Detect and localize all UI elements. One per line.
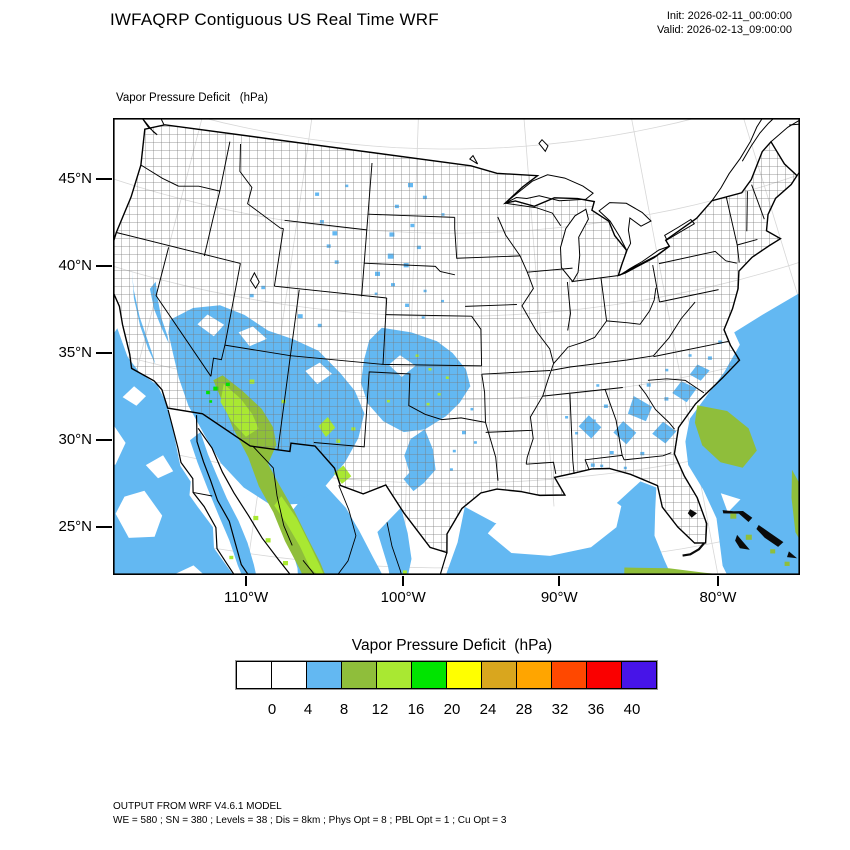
colorbar-cell-8 (516, 661, 552, 689)
model-info-line2: WE = 580 ; SN = 380 ; Levels = 38 ; Dis … (113, 814, 507, 826)
lon-tick (716, 576, 719, 586)
colorbar-tick-label: 36 (587, 701, 605, 718)
lat-tick-label: 40°N (58, 257, 92, 275)
lon-tick-label: 100°W (380, 589, 426, 606)
colorbar-title: Vapor Pressure Deficit (hPa) (351, 637, 553, 654)
page-title: IWFAQRP Contiguous US Real Time WRF (110, 10, 439, 29)
colorbar-tick-label: 32 (551, 701, 569, 718)
lon-tick-label: 90°W (540, 589, 578, 606)
colorbar-tick-label: 0 (267, 701, 277, 718)
lat-tick-label: 30°N (58, 430, 92, 448)
map-canvas (113, 118, 800, 575)
lon-tick (402, 576, 405, 586)
lat-tick-label: 35°N (58, 343, 92, 361)
colorbar-tick-label: 4 (303, 701, 313, 718)
lon-tick-label: 80°W (699, 589, 737, 606)
lat-tick (96, 351, 112, 354)
conus-map (113, 118, 800, 575)
lat-tick-label: 45°N (58, 169, 92, 187)
colorbar-tick-label: 8 (339, 701, 349, 718)
lon-tick (245, 576, 248, 586)
lat-tick (96, 265, 112, 268)
colorbar-cell-6 (446, 661, 482, 689)
run-times: Init: 2026-02-11_00:00:00 Valid: 2026-02… (657, 9, 792, 37)
colorbar-tick-label: 12 (371, 701, 389, 718)
colorbar-cell-3 (341, 661, 377, 689)
init-time: Init: 2026-02-11_00:00:00 (666, 10, 792, 22)
model-info: OUTPUT FROM WRF V4.6.1 MODEL WE = 580 ; … (113, 800, 506, 827)
colorbar-tick-label: 20 (443, 701, 461, 718)
colorbar-cell-2 (306, 661, 342, 689)
valid-time: Valid: 2026-02-13_09:00:00 (657, 24, 792, 36)
colorbar-tick-label: 40 (623, 701, 641, 718)
colorbar-cell-5 (411, 661, 447, 689)
model-info-line1: OUTPUT FROM WRF V4.6.1 MODEL (113, 801, 282, 812)
colorbar (235, 660, 658, 690)
lat-tick-label: 25°N (58, 518, 92, 536)
lon-tick (558, 576, 561, 586)
colorbar-cell-9 (551, 661, 587, 689)
colorbar-cell-4 (376, 661, 412, 689)
colorbar-tick-label: 28 (515, 701, 533, 718)
colorbar-cell-10 (586, 661, 622, 689)
lat-tick (96, 177, 112, 180)
colorbar-cell-7 (481, 661, 517, 689)
colorbar-tick-label: 16 (407, 701, 425, 718)
map-variable-label: Vapor Pressure Deficit (hPa) (116, 92, 268, 104)
colorbar-cell-11 (621, 661, 657, 689)
colorbar-cell-0 (236, 661, 272, 689)
lat-tick (96, 526, 112, 529)
colorbar-cell-1 (271, 661, 307, 689)
lat-tick (96, 438, 112, 441)
colorbar-tick-label: 24 (479, 701, 497, 718)
lon-tick-label: 110°W (224, 589, 269, 606)
